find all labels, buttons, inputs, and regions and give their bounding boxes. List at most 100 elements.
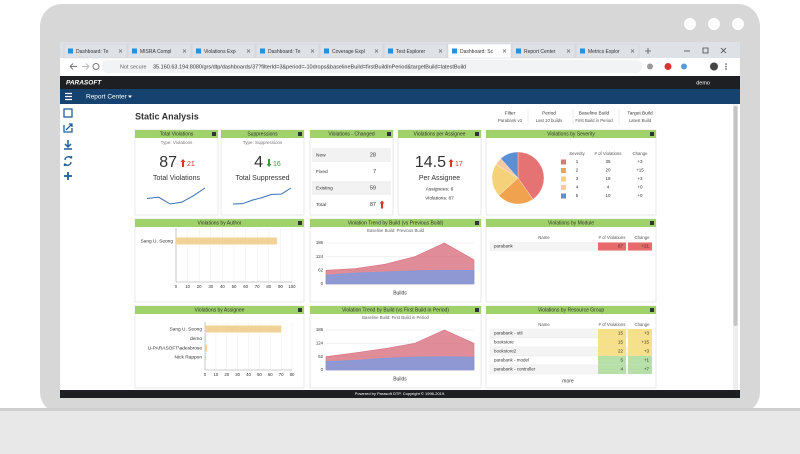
- bar: [205, 344, 208, 352]
- widget: [485, 218, 657, 303]
- row-value: 7: [373, 169, 376, 175]
- y-tick-label: 186: [316, 240, 324, 245]
- y-tick-label: 0: [321, 367, 324, 372]
- tab-title: Test Explorer: [396, 49, 426, 55]
- widget-menu[interactable]: [212, 132, 216, 136]
- count-cell: [598, 356, 626, 365]
- x-tick-label: 80: [266, 284, 271, 289]
- widget-menu[interactable]: [650, 308, 654, 312]
- tab[interactable]: [447, 43, 512, 59]
- tab-icon: [324, 48, 329, 54]
- tab-close: [566, 49, 571, 53]
- tab[interactable]: [319, 43, 384, 59]
- sidebar-icon[interactable]: [63, 108, 73, 118]
- table-row: [312, 148, 391, 162]
- browser-icon[interactable]: [664, 63, 672, 70]
- column-header: Change: [634, 322, 650, 327]
- change: +3: [637, 159, 643, 164]
- tab[interactable]: [63, 43, 128, 59]
- count-cell: [598, 347, 626, 356]
- x-tick-label: 0: [175, 284, 178, 289]
- y-tick-label: 62: [318, 267, 323, 272]
- bar: [176, 237, 277, 245]
- severity: 1: [576, 159, 579, 164]
- reload-button[interactable]: [92, 63, 100, 70]
- tab-close: [182, 49, 187, 53]
- widget: [134, 305, 305, 389]
- widget-menu[interactable]: [475, 132, 479, 136]
- sidebar-icon[interactable]: [63, 123, 73, 133]
- sidebar-icon[interactable]: [64, 172, 72, 180]
- change-cell: [628, 338, 652, 347]
- tab[interactable]: [191, 43, 256, 59]
- widget-subtitle: Baseline Build: Previous Build: [367, 228, 425, 233]
- sidebar-icon[interactable]: [64, 140, 72, 150]
- widget-menu[interactable]: [475, 308, 479, 312]
- up-arrow: [448, 159, 454, 167]
- count: 4: [607, 185, 610, 190]
- change: +7: [644, 367, 650, 372]
- row-label: Fixed: [316, 169, 328, 175]
- x-tick-label: 10: [213, 372, 218, 377]
- tab[interactable]: [575, 43, 640, 59]
- tab-title: Report Center: [524, 49, 556, 55]
- x-tick-label: 40: [246, 372, 251, 377]
- count: 15: [618, 331, 624, 336]
- widget-menu[interactable]: [298, 308, 302, 312]
- user-menu[interactable]: demo: [696, 80, 710, 86]
- widget-menu[interactable]: [298, 132, 302, 136]
- tab[interactable]: [511, 43, 576, 59]
- widget-title: Suppressions: [247, 132, 278, 138]
- severity: 2: [576, 168, 579, 173]
- x-axis-label: Builds: [393, 290, 407, 296]
- dot: [708, 18, 720, 30]
- tab-icon: [196, 48, 201, 54]
- x-tick-label: 70: [255, 284, 260, 289]
- new-tab[interactable]: [645, 48, 651, 54]
- change: +1: [644, 358, 650, 363]
- widget-menu[interactable]: [298, 221, 302, 225]
- tab-title: Metrics Explor: [588, 49, 620, 55]
- change: +3: [644, 331, 650, 336]
- tab[interactable]: [383, 43, 448, 59]
- widget: [397, 129, 482, 216]
- x-tick-label: 100: [288, 284, 296, 289]
- x-tick-label: 60: [268, 372, 273, 377]
- more-link[interactable]: more: [562, 378, 574, 384]
- x-tick-label: 20: [224, 372, 229, 377]
- sidebar-icon[interactable]: [63, 156, 73, 166]
- widget-title: Violations by Module: [548, 221, 594, 227]
- column-header: Name: [538, 322, 550, 327]
- browser-icon[interactable]: [681, 63, 687, 70]
- window-controls[interactable]: [684, 47, 727, 54]
- widget-subtitle: Type: Suppressions: [243, 140, 283, 145]
- count: 20: [605, 168, 611, 173]
- nav-menu[interactable]: Report Center: [86, 94, 128, 101]
- widget-menu[interactable]: [387, 132, 391, 136]
- widget-menu[interactable]: [650, 132, 654, 136]
- hamburger[interactable]: [65, 92, 72, 101]
- tab[interactable]: [127, 43, 192, 59]
- change: +0: [637, 185, 643, 190]
- profile[interactable]: [710, 62, 718, 71]
- tab-icon: [132, 48, 137, 54]
- browser-icon[interactable]: [647, 63, 653, 70]
- count: 87: [618, 244, 624, 249]
- widget-header: [310, 306, 481, 314]
- tab-title: Violations Exp: [204, 49, 236, 55]
- forward-button[interactable]: [82, 63, 90, 70]
- widget-menu[interactable]: [475, 221, 479, 225]
- column-header: Change: [632, 151, 648, 156]
- scrollbar-thumb[interactable]: [733, 106, 738, 326]
- widget-header: [398, 130, 481, 138]
- bar: [205, 353, 207, 361]
- page-title: Static Analysis: [135, 111, 199, 121]
- tab[interactable]: [255, 43, 320, 59]
- tab-title: Dashboard: Sc: [460, 49, 494, 55]
- y-tick-label: demo: [190, 336, 202, 342]
- omnibox[interactable]: [102, 60, 642, 73]
- widget-menu[interactable]: [650, 221, 654, 225]
- back-button[interactable]: [69, 63, 77, 70]
- column-header: # of Violations: [595, 151, 622, 156]
